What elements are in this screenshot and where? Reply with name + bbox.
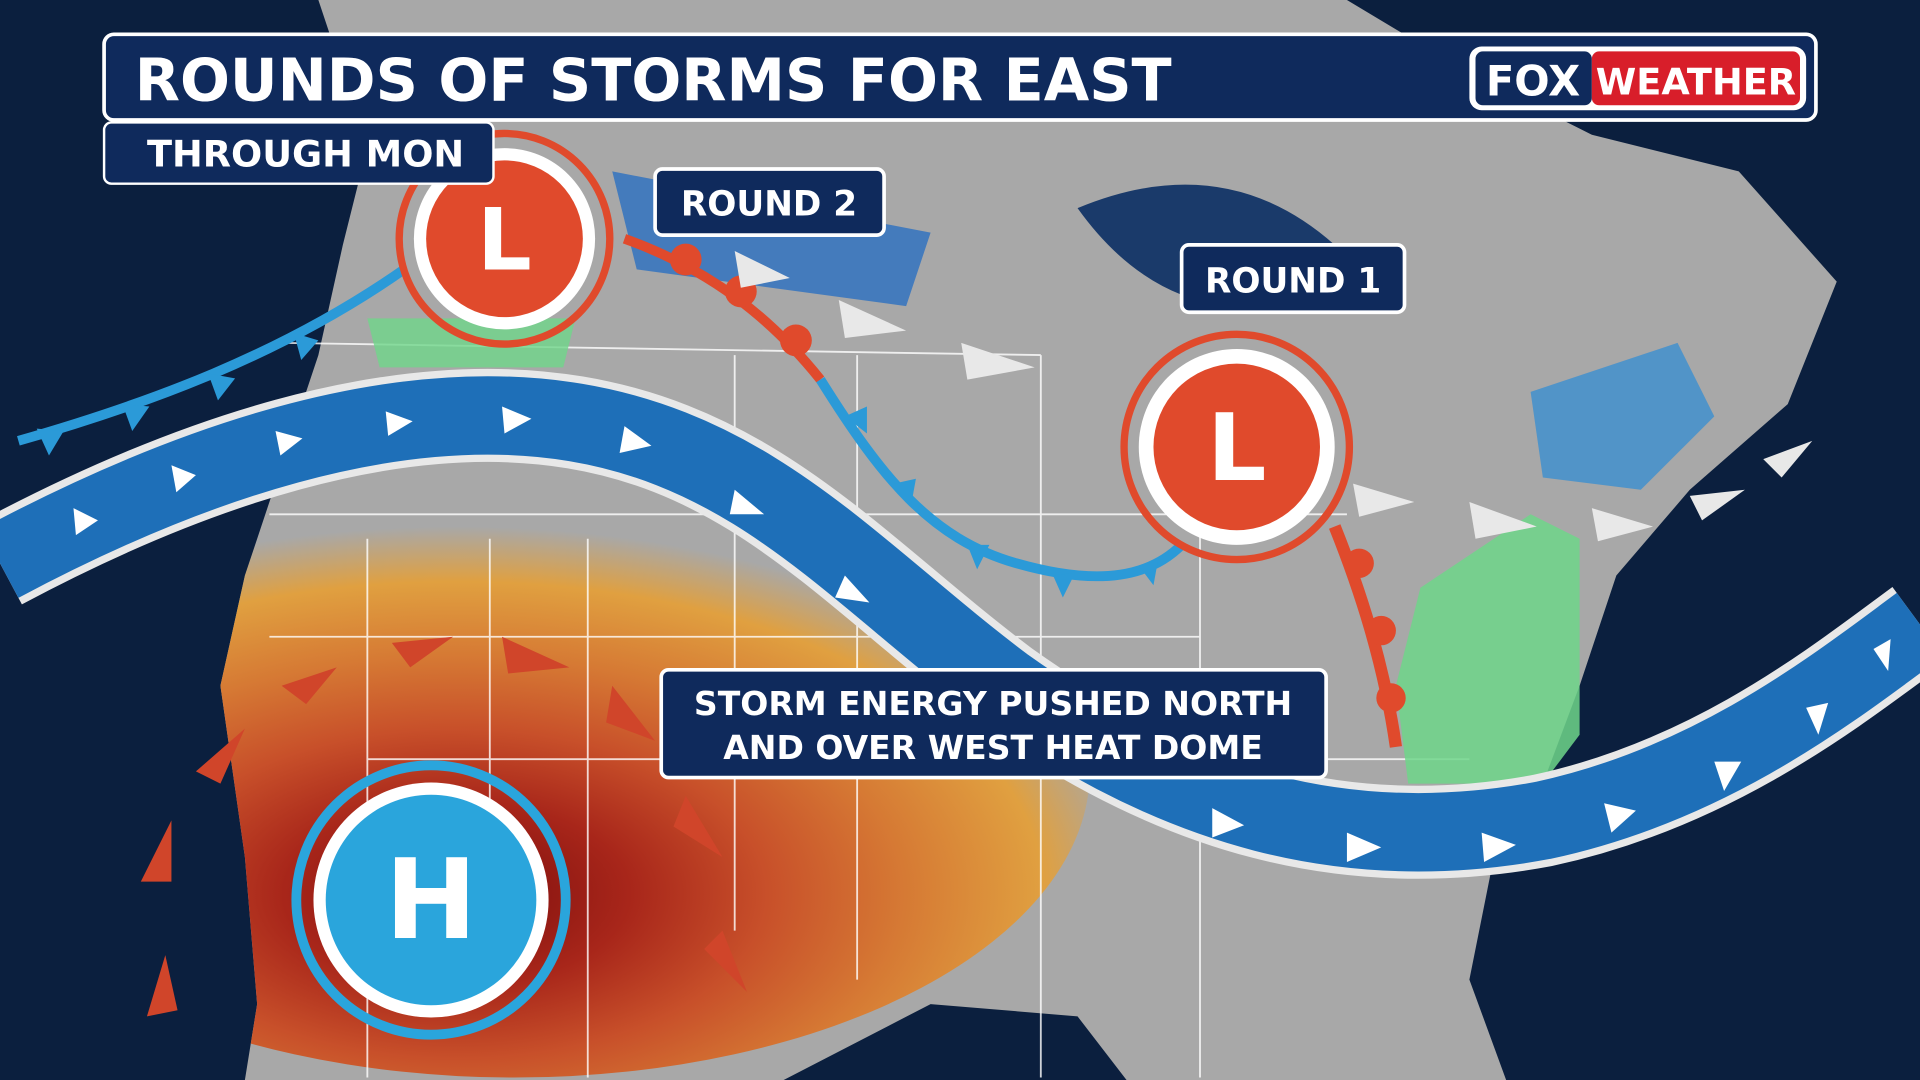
jet-stream-arrows — [73, 406, 1891, 863]
low-pressure-round-1: L — [1120, 330, 1354, 564]
warm-front-east-bumps — [1344, 548, 1406, 713]
cold-front-teeth — [844, 406, 1159, 598]
title: ROUNDS OF STORMS FOR EAST — [135, 45, 1172, 114]
logo-weather: WEATHER — [1596, 60, 1796, 103]
logo-fox: FOX — [1486, 57, 1580, 106]
high-letter: H — [385, 836, 477, 964]
svg-text:ROUND 1: ROUND 1 — [1205, 262, 1381, 302]
low-letter: L — [477, 190, 532, 290]
steering-arrows — [734, 251, 1813, 542]
title-bar: ROUNDS OF STORMS FOR EAST THROUGH MON — [102, 32, 1818, 185]
svg-text:AND OVER WEST HEAT DOME: AND OVER WEST HEAT DOME — [723, 728, 1263, 767]
low-pressure-round-2: L — [395, 129, 614, 348]
fox-weather-logo: FOX WEATHER — [1469, 46, 1807, 111]
low-letter: L — [1207, 394, 1266, 502]
round-1-label: ROUND 1 — [1179, 243, 1407, 315]
storm-energy-note: STORM ENERGY PUSHED NORTH AND OVER WEST … — [659, 667, 1328, 780]
cold-front-west — [17, 265, 407, 446]
round-2-label: ROUND 2 — [653, 167, 886, 237]
svg-text:STORM ENERGY PUSHED NORTH: STORM ENERGY PUSHED NORTH — [694, 684, 1292, 723]
high-pressure: H — [291, 760, 571, 1040]
subtitle: THROUGH MON — [147, 133, 464, 176]
cold-front-west-teeth — [36, 333, 319, 456]
svg-text:ROUND 2: ROUND 2 — [681, 185, 857, 225]
